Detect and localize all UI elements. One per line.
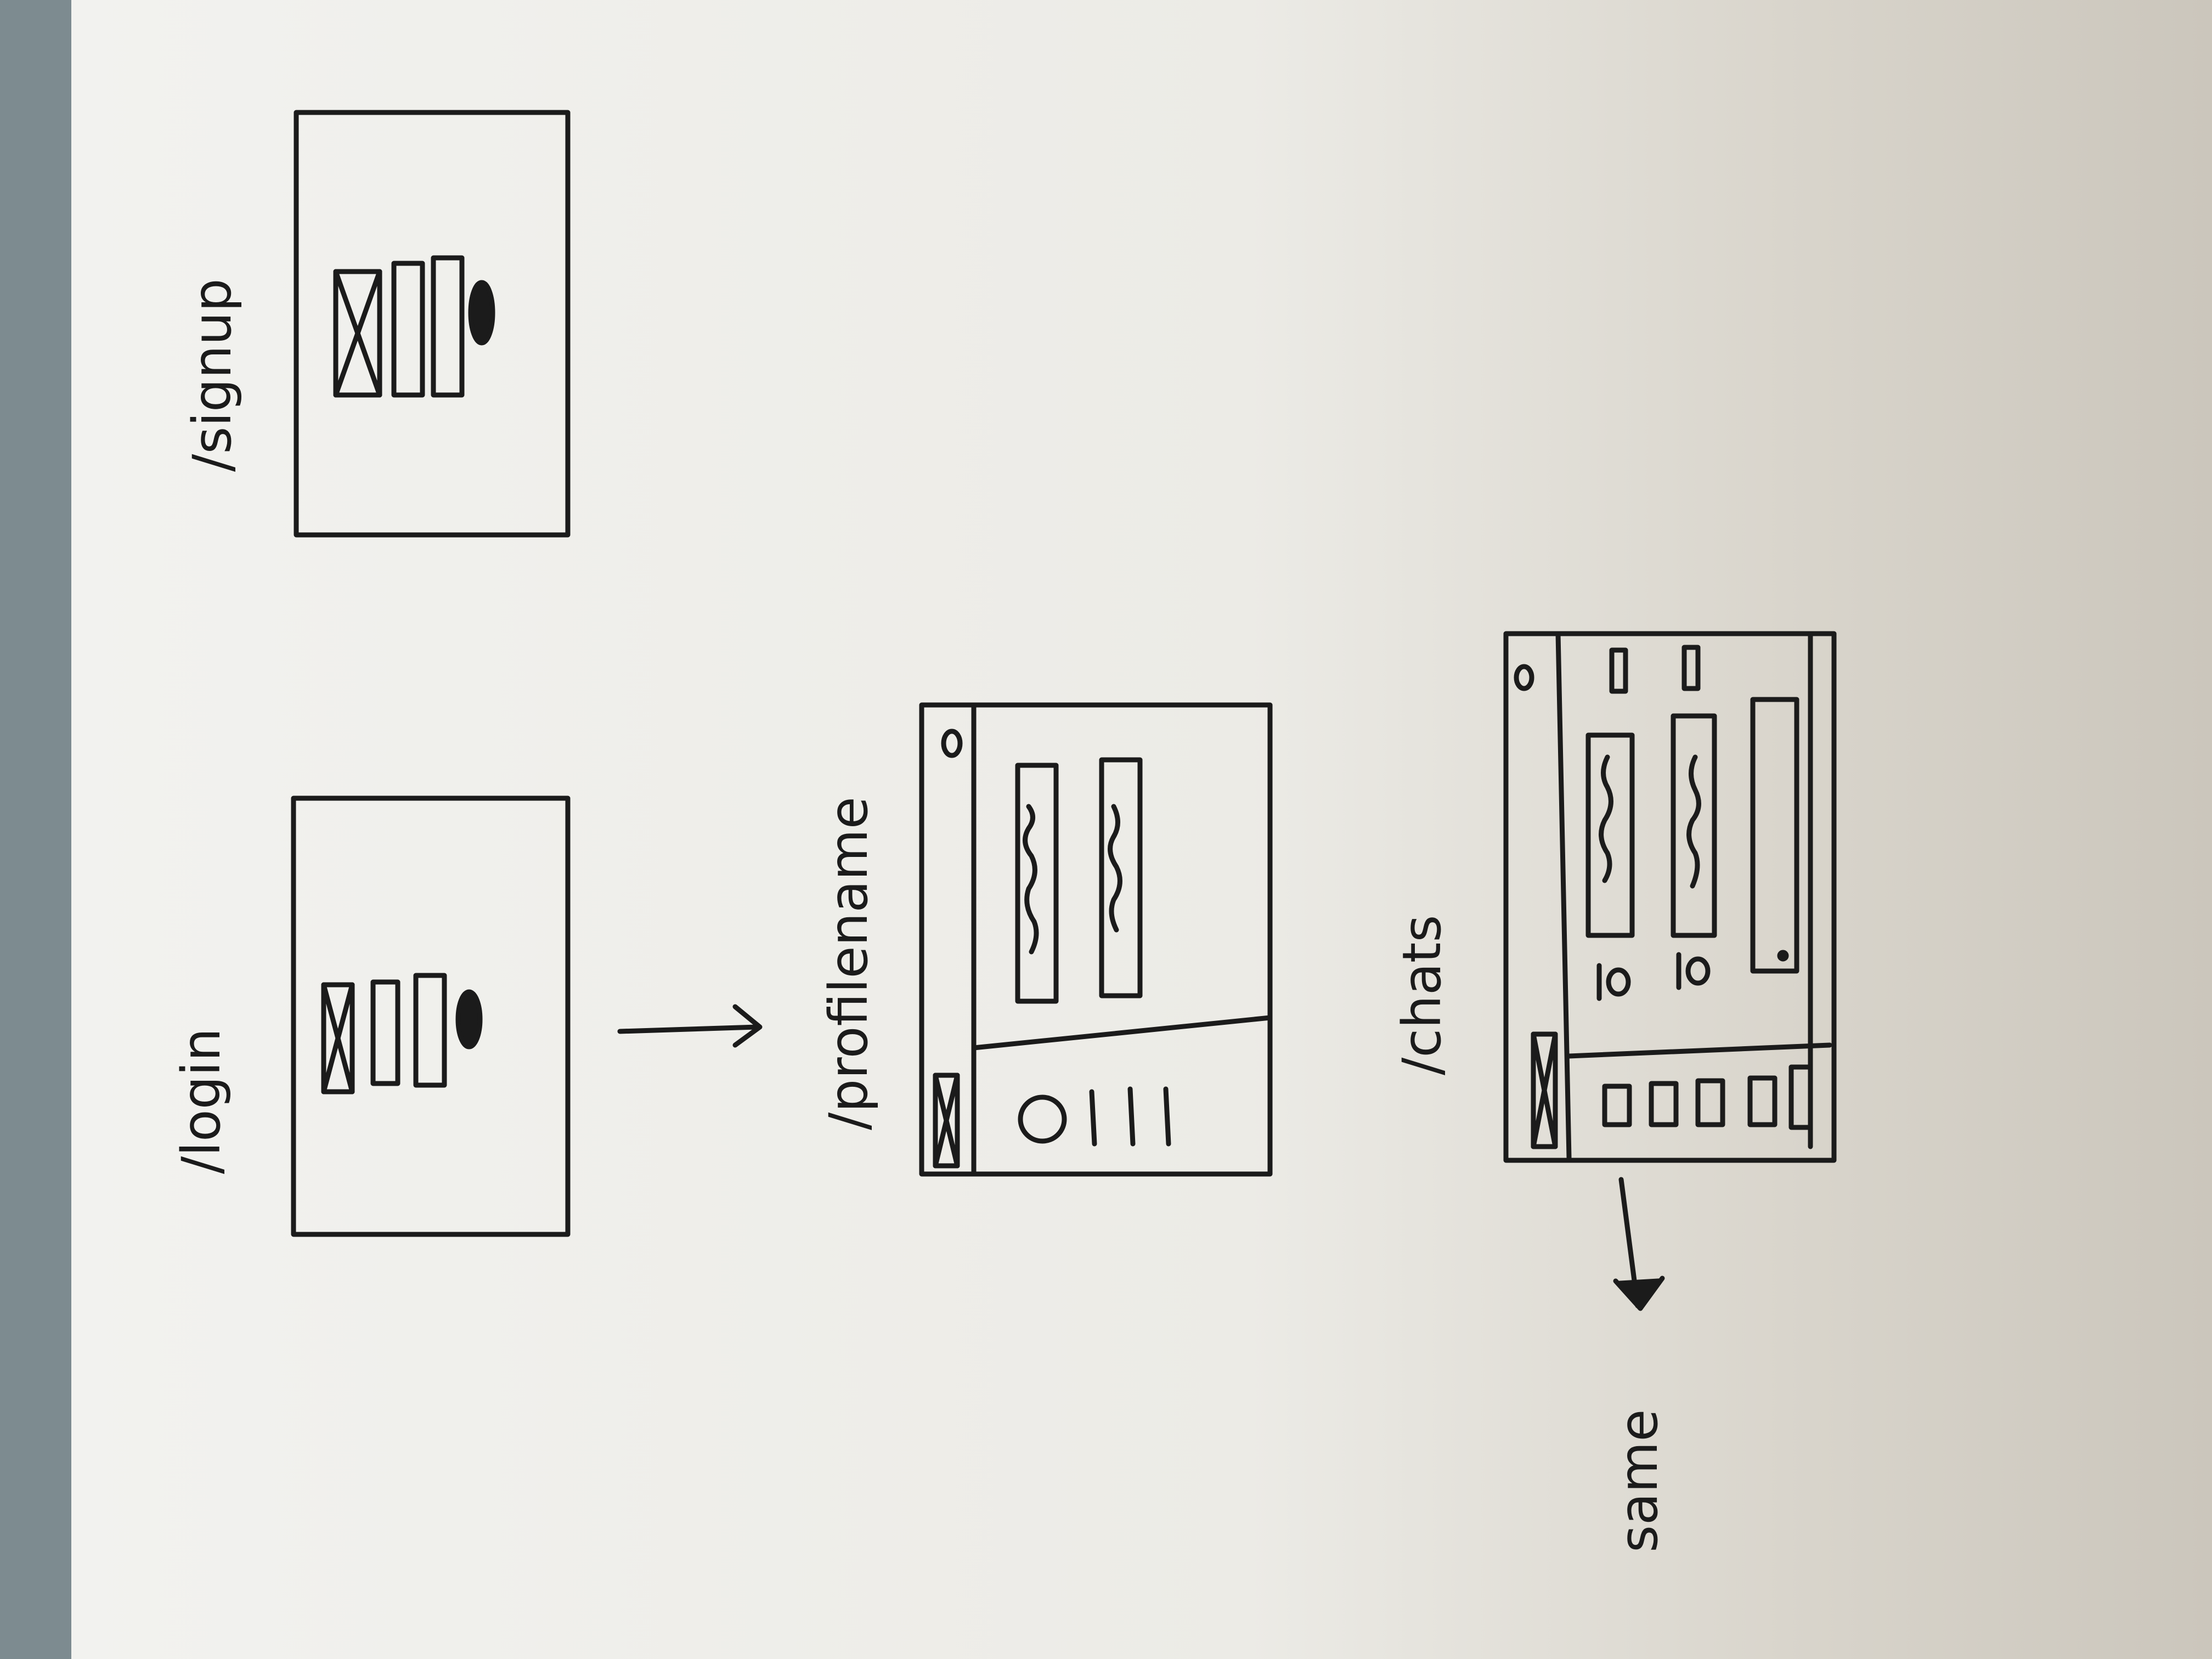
signup-wireframe xyxy=(294,110,571,538)
svg-text:/signup: /signup xyxy=(182,278,243,472)
svg-text:same: same xyxy=(1608,1409,1669,1553)
profile-wireframe xyxy=(919,702,1273,1177)
arrow-chats-to-same xyxy=(1613,1177,1665,1311)
label-profile: /profilename xyxy=(818,797,879,1130)
label-login: /login xyxy=(171,1028,232,1174)
login-wireframe xyxy=(291,795,571,1237)
svg-text:/login: /login xyxy=(171,1028,232,1174)
chats-wireframe xyxy=(1503,631,1837,1163)
arrow-login-to-profile xyxy=(617,1004,763,1048)
label-chats: /chats xyxy=(1391,915,1453,1075)
svg-text:/chats: /chats xyxy=(1391,915,1453,1075)
label-same: same xyxy=(1608,1409,1669,1553)
svg-text:/profilename: /profilename xyxy=(818,797,879,1130)
label-signup: /signup xyxy=(182,278,243,472)
